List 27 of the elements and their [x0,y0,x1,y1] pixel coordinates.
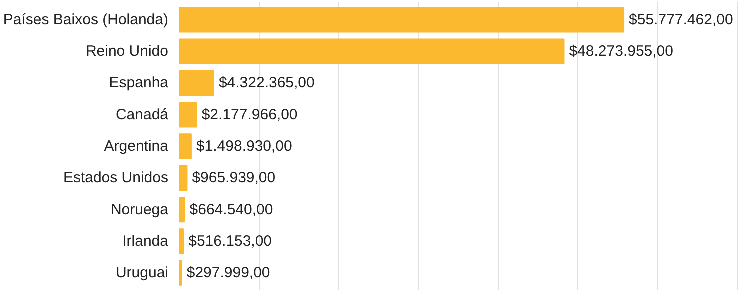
y-tick-label: Espanha [109,74,170,92]
y-tick-label: Estados Unidos [63,170,169,187]
data-label: $965.939,00 [192,170,276,187]
data-label: $664.540,00 [190,201,274,218]
bar [180,102,198,128]
data-label: $48.273.955,00 [569,43,674,60]
bar [180,260,182,286]
data-label: $1.498.930,00 [196,138,292,155]
y-tick-label: Noruega [110,201,170,218]
data-label: $4.322.365,00 [218,74,315,92]
y-tick-label: Irlanda [122,232,170,250]
bar [180,38,565,64]
data-label: $516.153,00 [188,232,272,250]
bar [180,7,625,33]
bar [180,70,214,96]
bar [180,196,186,223]
y-tick-label: Canadá [116,106,170,124]
y-tick-label: Países Baixos (Holanda) [3,11,169,28]
y-tick-label: Uruguai [116,264,168,282]
data-label: $297.999,00 [186,264,270,282]
data-label: $2.177.966,00 [202,106,298,124]
y-tick-label: Argentina [104,138,170,155]
bar [180,134,192,160]
bar [180,165,188,191]
y-tick-label: Reino Unido [86,43,169,60]
bar [180,228,184,254]
data-label: $55.777.462,00 [629,11,734,28]
